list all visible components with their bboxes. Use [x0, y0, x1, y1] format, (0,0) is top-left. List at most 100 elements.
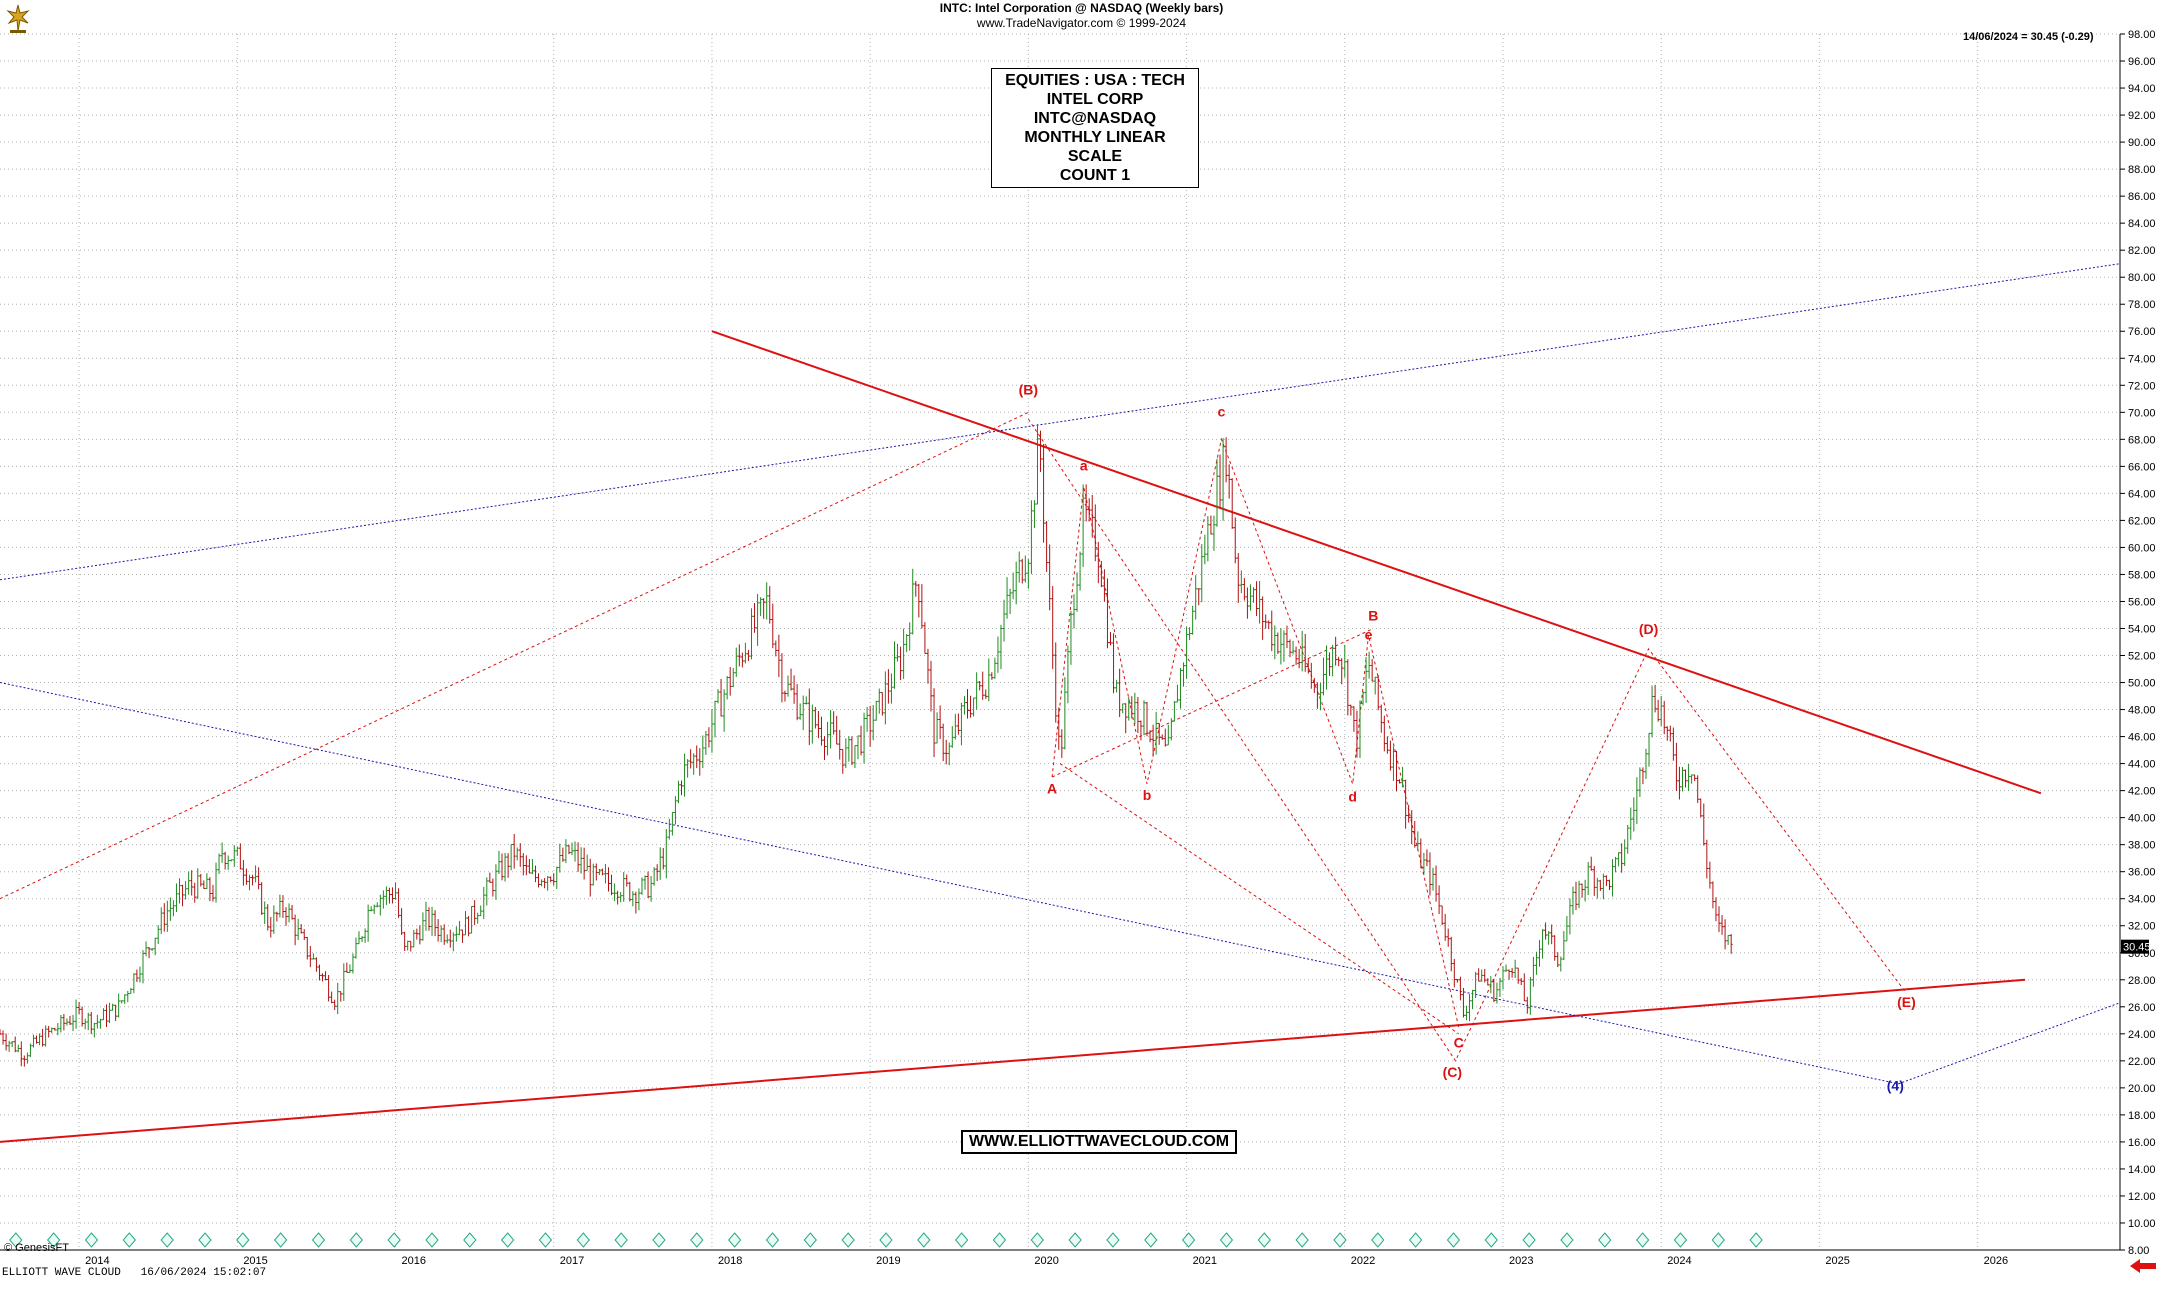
y-tick-label: 98.00 [2128, 29, 2156, 41]
event-diamond-icon [1068, 1232, 1082, 1248]
event-diamond-icon [311, 1232, 326, 1248]
y-tick-label: 32.00 [2128, 921, 2156, 933]
event-diamond-icon [841, 1232, 855, 1248]
wave-label: (4) [1887, 1078, 1904, 1094]
y-tick-label: 24.00 [2128, 1029, 2156, 1041]
upper-triangle-line [711, 330, 2042, 795]
y-tick-label: 74.00 [2128, 353, 2156, 365]
y-tick-label: 28.00 [2128, 975, 2156, 987]
event-diamond-icon [425, 1232, 439, 1248]
y-tick-label: 26.00 [2128, 1002, 2156, 1014]
lower-triangle-line [0, 978, 2026, 1143]
y-tick-label: 96.00 [2128, 56, 2156, 68]
event-diamond-icon [1371, 1232, 1385, 1248]
wave-a-b-line [1051, 628, 1374, 778]
event-diamond-icon [1484, 1232, 1498, 1248]
x-tick-label: 2024 [1667, 1255, 1691, 1267]
y-tick-label: 82.00 [2128, 245, 2156, 257]
y-tick-label: 60.00 [2128, 542, 2156, 554]
y-tick-label: 10.00 [2128, 1218, 2156, 1230]
event-diamond-icon [803, 1232, 817, 1248]
event-diamond-icon [46, 1232, 61, 1248]
wave-label: a [1080, 457, 1088, 473]
event-diamond-icon [538, 1232, 553, 1248]
event-diamond-icon [954, 1232, 969, 1248]
y-tick-label: 14.00 [2128, 1164, 2156, 1176]
wave-b-line [0, 411, 1029, 900]
event-diamond-icon [879, 1232, 893, 1248]
x-tick-label: 2019 [876, 1255, 900, 1267]
x-tick-label: 2021 [1193, 1255, 1217, 1267]
y-tick-label: 92.00 [2128, 110, 2156, 122]
y-tick-label: 86.00 [2128, 191, 2156, 203]
upper-blue-channel [0, 263, 2121, 581]
wave-label: C [1454, 1034, 1464, 1050]
wave-label: b [1143, 787, 1152, 803]
event-diamond-icon [614, 1232, 628, 1248]
x-tick-label: 2025 [1825, 1255, 1849, 1267]
event-diamond-icon [576, 1232, 590, 1248]
y-tick-label: 48.00 [2128, 705, 2156, 717]
y-tick-label: 72.00 [2128, 380, 2156, 392]
last-quote: 14/06/2024 = 30.45 (-0.29) [1963, 31, 2094, 43]
x-tick-label: 2015 [243, 1255, 267, 1267]
event-diamond-icon [1749, 1232, 1763, 1248]
y-tick-label: 18.00 [2128, 1110, 2156, 1122]
event-diamond-icon [1219, 1232, 1234, 1248]
wave-label: (D) [1639, 621, 1658, 637]
event-diamond-icon [9, 1232, 23, 1248]
event-diamond-icon [1295, 1232, 1309, 1248]
trade-navigator-logo-icon [6, 4, 30, 33]
y-tick-label: 62.00 [2128, 515, 2156, 527]
y-tick-label: 68.00 [2128, 434, 2156, 446]
event-diamond-icon [727, 1232, 742, 1248]
event-diamond-icon [273, 1232, 288, 1248]
y-tick-label: 16.00 [2128, 1137, 2156, 1149]
info-line: MONTHLY LINEAR SCALE [1024, 129, 1166, 165]
event-diamond-icon [1257, 1232, 1271, 1248]
wave-a-c-line [1059, 763, 1459, 1035]
event-diamond-icon [690, 1232, 704, 1248]
chart-info-box: EQUITIES : USA : TECH INTEL CORP INTC@NA… [991, 68, 1199, 188]
wave-label: (B) [1019, 382, 1038, 398]
x-tick-label: 2026 [1984, 1255, 2008, 1267]
wave-label: B [1368, 607, 1378, 623]
x-tick-label: 2014 [85, 1255, 109, 1267]
y-tick-label: 52.00 [2128, 651, 2156, 663]
event-diamond-icon [160, 1232, 174, 1248]
footer: ELLIOTT WAVE CLOUD 16/06/2024 15:02:07 [2, 1267, 266, 1279]
event-diamond-icon [1635, 1232, 1650, 1248]
y-tick-label: 88.00 [2128, 164, 2156, 176]
event-diamond-icon [84, 1232, 99, 1248]
event-diamond-icon [1673, 1232, 1688, 1248]
x-tick-label: 2022 [1351, 1255, 1375, 1267]
y-tick-label: 70.00 [2128, 407, 2156, 419]
event-diamond-icon [1598, 1232, 1612, 1248]
chart-source: www.TradeNavigator.com © 1999-2024 [976, 16, 1187, 30]
y-tick-label: 38.00 [2128, 840, 2156, 852]
x-tick-label: 2017 [560, 1255, 584, 1267]
event-diamond-icon [349, 1232, 363, 1248]
genesis-watermark: © GenesisFT [4, 1242, 69, 1254]
x-tick-label: 2016 [402, 1255, 426, 1267]
event-diamond-icon [1144, 1232, 1158, 1248]
x-tick-label: 2023 [1509, 1255, 1533, 1267]
event-diamond-icon [1181, 1232, 1196, 1248]
scroll-left-arrow-icon[interactable] [2128, 1258, 2158, 1274]
y-tick-label: 90.00 [2128, 137, 2156, 149]
footer-timestamp: 16/06/2024 15:02:07 [140, 1267, 267, 1279]
event-diamond-icon [1446, 1232, 1461, 1248]
event-diamond-icon [652, 1232, 666, 1248]
lower-blue-channel [0, 682, 1899, 1085]
footer-app: ELLIOTT WAVE CLOUD [2, 1267, 121, 1279]
info-line: INTEL CORP [1046, 91, 1144, 108]
wave-label: A [1047, 780, 1057, 796]
y-tick-label: 22.00 [2128, 1056, 2156, 1068]
event-diamond-icon [1106, 1232, 1120, 1248]
y-tick-label: 58.00 [2128, 569, 2156, 581]
wave-label: e [1365, 626, 1373, 642]
y-tick-label: 36.00 [2128, 867, 2156, 879]
y-tick-label: 54.00 [2128, 623, 2156, 635]
y-tick-label: 94.00 [2128, 83, 2156, 95]
